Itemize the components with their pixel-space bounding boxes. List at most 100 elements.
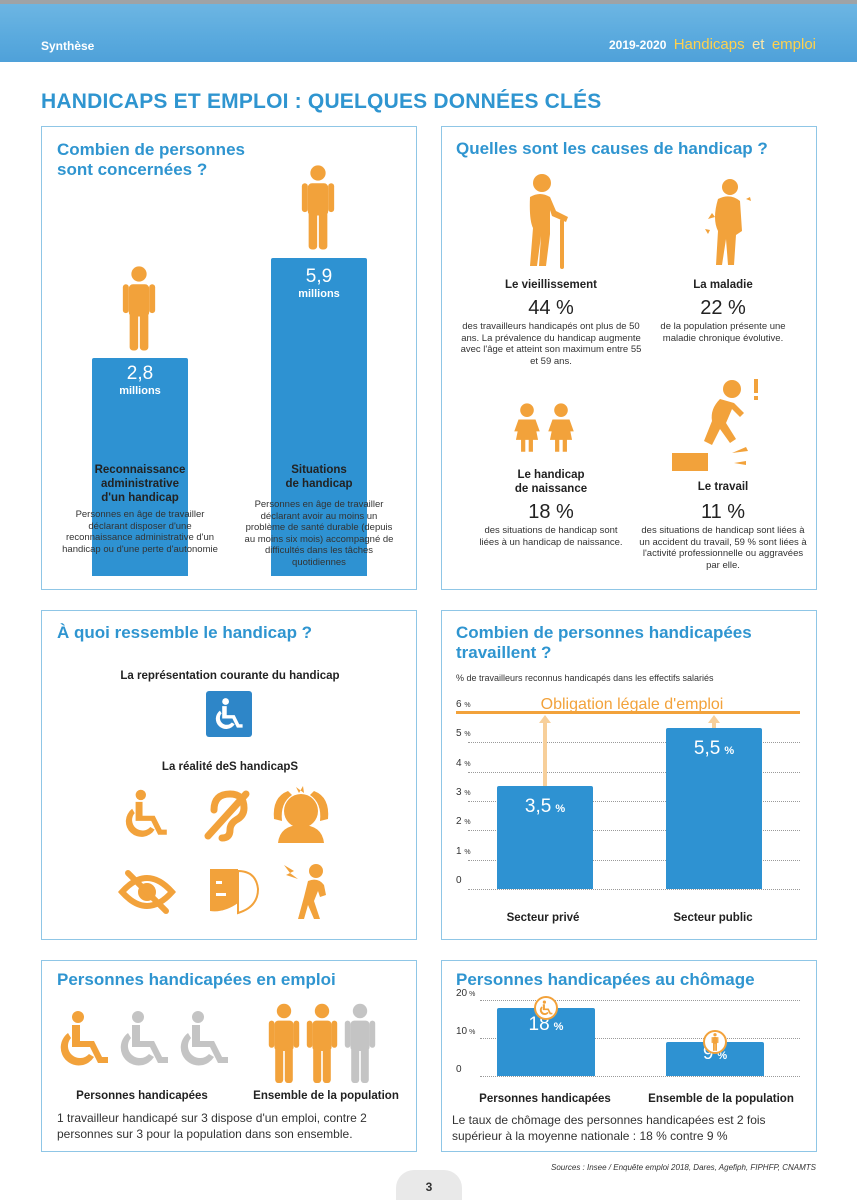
wheelchair-icon	[120, 788, 172, 840]
series-title: 2019-2020 Handicaps et emploi	[609, 36, 816, 53]
gridline	[480, 1076, 800, 1077]
panel-causes: Quelles sont les causes de handicap ? Le…	[441, 126, 817, 590]
wheelchair-icon	[174, 1009, 234, 1069]
person-icon	[301, 164, 335, 250]
person-icon	[344, 1003, 376, 1083]
cause-birth-label: Le handicap de naissance	[482, 468, 620, 496]
bar1-description: Personnes en âge de travailler déclarant…	[62, 509, 218, 555]
title-line-2: sont concernées ?	[57, 160, 208, 179]
arrow-to-obligation	[712, 721, 716, 728]
label-line: Reconnaissance	[94, 464, 186, 476]
top-banner: Synthèse 2019-2020 Handicaps et emploi	[0, 0, 857, 62]
sick-person-icon	[705, 179, 751, 265]
cause-aging-desc: des travailleurs handicapés ont plus de …	[460, 321, 642, 367]
unemployed-note: Le taux de chômage des personnes handica…	[452, 1113, 766, 1143]
panel-unemployed-title: Personnes handicapées au chômage	[456, 970, 755, 989]
bar-value: 5,9	[305, 266, 333, 287]
bar-value-label: 9%	[702, 1042, 728, 1064]
person-icon	[306, 1003, 338, 1083]
cause-work-pct: 11 %	[700, 501, 746, 523]
cause-birth-desc: des situations de handicap sont liées à …	[479, 525, 623, 548]
arrow-to-obligation	[543, 721, 547, 787]
category-label: Personnes handicapées	[479, 1093, 611, 1105]
obligation-label: Obligation légale d'emploi	[540, 696, 724, 713]
current-representation-label: La représentation courante du handicap	[120, 670, 340, 682]
work-accident-icon	[672, 379, 758, 471]
bar-situations: 5,9 millions	[271, 258, 367, 576]
top-rule	[0, 0, 857, 4]
y-tick-label: 20%	[456, 988, 476, 999]
gridline	[468, 889, 800, 890]
label-line: d'un handicap	[101, 492, 179, 504]
panel-concerned: Combien de personnes sont concernées ? 2…	[41, 126, 417, 590]
person-badge-icon	[703, 1029, 727, 1054]
gridline	[468, 830, 800, 832]
title-line-1: Combien de personnes	[57, 140, 245, 159]
gridline	[468, 771, 800, 773]
chart-bar: 3,5%	[497, 786, 593, 889]
employed-note: 1 travailleur handicapé sur 3 dispose d'…	[57, 1111, 367, 1141]
panel-employed: Personnes handicapées en emploi Personne…	[41, 960, 417, 1152]
chart-subtitle: % de travailleurs reconnus handicapés da…	[456, 673, 714, 683]
series-title-et: et	[751, 36, 765, 53]
elderly-person-icon	[529, 174, 568, 269]
cause-birth-pct: 18 %	[528, 501, 574, 523]
page-number: 3	[425, 1180, 433, 1194]
baseline	[80, 576, 380, 577]
panel-causes-title: Quelles sont les causes de handicap ?	[456, 139, 768, 158]
years-label: 2019-2020	[608, 38, 667, 52]
bar2-description: Personnes en âge de travailler déclarant…	[244, 499, 394, 568]
arrow-head	[708, 715, 720, 723]
panel-looks: À quoi ressemble le handicap ? La représ…	[41, 610, 417, 940]
gridline	[468, 801, 800, 802]
page-tab	[396, 1170, 462, 1200]
gridline	[480, 1038, 800, 1039]
cause-disease-desc: de la population présente une maladie ch…	[660, 321, 786, 344]
bar-value-label: 5,5%	[693, 737, 735, 759]
y-tick-label: 5 %	[456, 728, 471, 740]
chart-working: 0 1 % 2 % 3 % 4 % 5 % 6 % 3,5% 5,5%	[442, 611, 818, 941]
y-tick-label: 6 %	[456, 699, 471, 710]
arrow-head	[539, 715, 551, 723]
y-tick-label: 1 %	[456, 845, 471, 857]
person-icon	[122, 265, 156, 351]
cause-work-label: Le travail	[697, 481, 749, 493]
mental-distress-icon	[273, 786, 329, 843]
y-tick-label: 0	[456, 1064, 462, 1075]
y-tick-label: 0	[456, 875, 462, 886]
panel-looks-title: À quoi ressemble le handicap ?	[57, 623, 313, 642]
hearing-impaired-icon	[204, 790, 250, 842]
series-title-emploi: emploi	[771, 36, 816, 53]
person-icon	[268, 1003, 300, 1083]
panel-working-title: Combien de personnes handicapées travail…	[456, 623, 752, 663]
bar-value: 2,8	[126, 363, 154, 384]
chart-unemployed: 0 10% 20% 18% 9%	[442, 961, 818, 1153]
chart-bar: 9%	[666, 1041, 764, 1076]
section-label: Synthèse	[41, 39, 95, 53]
y-tick-label: 3 %	[456, 787, 471, 798]
category-label: Secteur privé	[506, 912, 580, 924]
wheelchair-icon	[114, 1009, 174, 1069]
bar-unit: millions	[119, 385, 161, 397]
category-label: Ensemble de la population	[648, 1093, 794, 1105]
bar-unit: millions	[298, 288, 340, 300]
cause-aging-label: Le vieillissement	[504, 279, 598, 291]
gridline	[468, 742, 800, 744]
visual-impaired-icon	[118, 870, 176, 914]
bar-reconnaissance: 2,8 millions	[92, 358, 188, 576]
bar1-label: Reconnaissance administrative d'un handi…	[72, 463, 208, 505]
label-line: de naissance	[514, 483, 588, 495]
cause-disease-label: La maladie	[693, 279, 753, 291]
label-line: administrative	[101, 478, 179, 490]
chart-bar: 5,5%	[666, 727, 762, 889]
panel-unemployed: Personnes handicapées au chômage 0 10% 20%…	[441, 960, 817, 1152]
cause-aging-pct: 44 %	[528, 297, 574, 319]
mask-face-icon	[210, 869, 260, 915]
children-icon	[510, 399, 544, 457]
obligation-line	[456, 711, 800, 714]
panel-concerned-title: Combien de personnes sont concernées ?	[57, 140, 245, 180]
page-title: HANDICAPS ET EMPLOI : QUELQUES DONNÉES C…	[41, 90, 602, 113]
label-line: de handicap	[285, 478, 353, 490]
wheelchair-icon	[212, 697, 246, 731]
wheelchair-icon	[54, 1009, 114, 1069]
